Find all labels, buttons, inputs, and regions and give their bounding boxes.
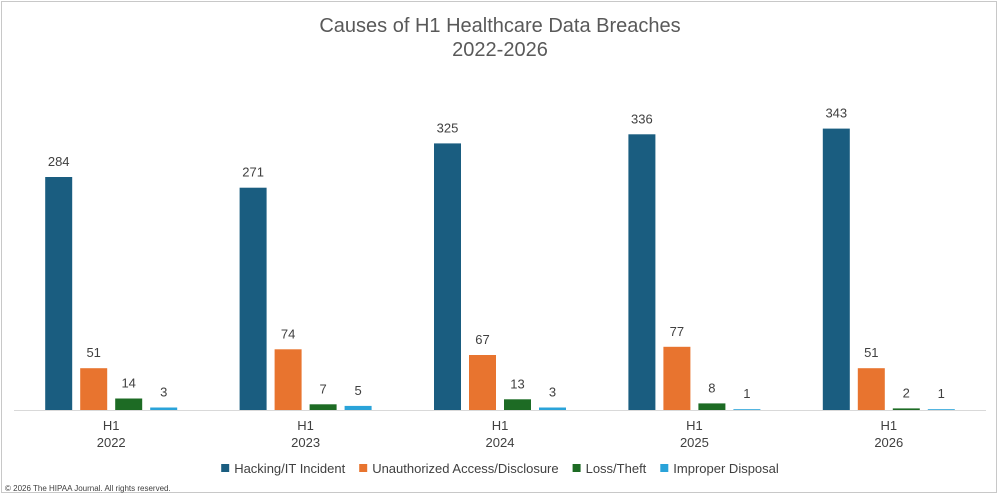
data-label: 284 <box>48 154 70 169</box>
bar <box>150 407 178 410</box>
data-label: 5 <box>354 383 361 398</box>
bar <box>45 177 73 410</box>
bar <box>115 398 143 410</box>
bar <box>733 409 761 410</box>
category-tick-label: 2026 <box>874 435 903 450</box>
category-tick-label: 2025 <box>680 435 709 450</box>
bar <box>539 407 566 410</box>
category-tick-label: 2022 <box>97 435 126 450</box>
legend-label: Improper Disposal <box>673 461 779 476</box>
bar <box>434 143 461 410</box>
data-label: 51 <box>864 345 878 360</box>
data-label: 1 <box>743 386 750 401</box>
legend-item: Loss/Theft <box>572 461 647 476</box>
data-label: 13 <box>510 376 524 391</box>
data-label: 74 <box>281 326 295 341</box>
data-label: 3 <box>549 385 556 400</box>
data-label: 14 <box>121 376 135 391</box>
bar <box>239 187 267 410</box>
bar <box>274 349 302 410</box>
legend-swatch <box>572 464 581 472</box>
data-label: 77 <box>670 324 684 339</box>
data-label: 336 <box>631 111 653 126</box>
legend-swatch <box>359 464 368 472</box>
bar <box>892 408 920 410</box>
bar <box>927 409 955 410</box>
legend: Hacking/IT Incident Unauthorized Access/D… <box>221 461 779 476</box>
data-label: 67 <box>475 332 489 347</box>
bars-group <box>45 128 955 411</box>
copyright-text: © 2026 The HIPAA Journal. All rights res… <box>5 484 171 493</box>
legend-label: Unauthorized Access/Disclosure <box>372 461 558 476</box>
category-tick-label: H1 <box>103 418 120 433</box>
category-tick-label: 2024 <box>486 435 515 450</box>
bar <box>469 355 496 410</box>
bar <box>663 346 691 410</box>
legend-item: Unauthorized Access/Disclosure <box>359 461 559 476</box>
category-labels-group: H1 2022 H1 2023 H1 2024 H1 2025 H1 2026 <box>97 418 904 450</box>
bar <box>857 368 885 410</box>
category-tick-label: H1 <box>297 418 314 433</box>
chart-title-line-1: Causes of H1 Healthcare Data Breaches <box>319 15 680 37</box>
category-tick-label: H1 <box>686 418 703 433</box>
data-label: 51 <box>86 345 100 360</box>
data-label: 325 <box>437 120 459 135</box>
legend-swatch <box>221 464 230 472</box>
category-tick-label: 2023 <box>291 435 320 450</box>
bar <box>80 368 108 410</box>
category-tick-label: H1 <box>492 418 509 433</box>
bar <box>504 399 531 410</box>
data-label: 7 <box>319 381 326 396</box>
bar <box>309 404 337 410</box>
legend-swatch <box>660 464 669 472</box>
legend-item: Improper Disposal <box>660 461 779 476</box>
legend-label: Loss/Theft <box>586 461 647 476</box>
bar <box>698 403 726 410</box>
chart-title-line-2: 2022-2026 <box>452 39 548 61</box>
legend-label: Hacking/IT Incident <box>234 461 345 476</box>
data-label: 1 <box>938 386 945 401</box>
data-label: 2 <box>903 385 910 400</box>
data-label: 271 <box>242 165 264 180</box>
bar <box>822 128 850 410</box>
data-label: 343 <box>825 106 847 121</box>
bar <box>344 405 372 410</box>
category-tick-label: H1 <box>880 418 897 433</box>
bar <box>628 134 656 411</box>
value-labels-group: 284 51 14 3 271 74 7 5 325 67 13 3 336 77 8 1 343 51 2 1 <box>48 106 945 402</box>
data-label: 8 <box>708 380 715 395</box>
legend-item: Hacking/IT Incident <box>221 461 346 476</box>
data-label: 3 <box>160 385 167 400</box>
